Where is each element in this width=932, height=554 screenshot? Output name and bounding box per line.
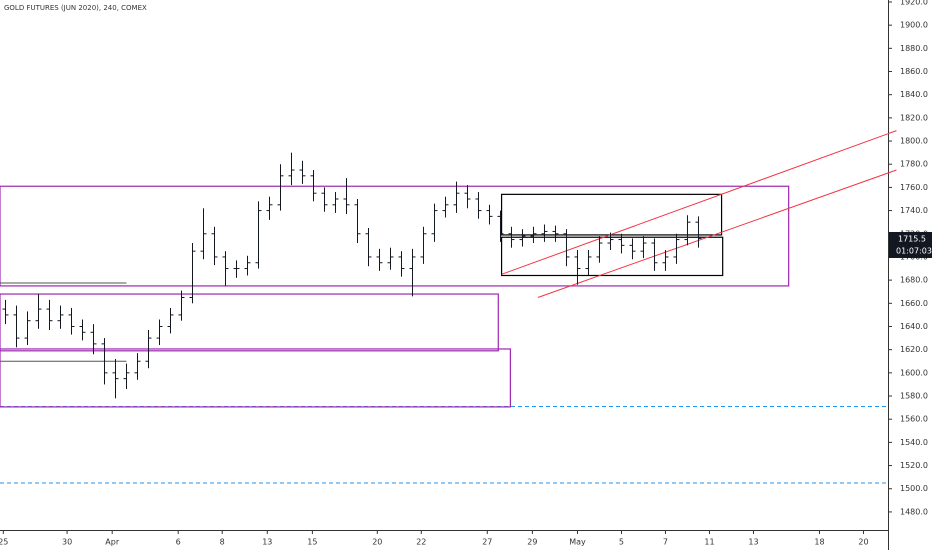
last-price-tag <box>889 231 932 258</box>
y-tick-label: 1600.0 <box>900 368 928 377</box>
chart-title: GOLD FUTURES (JUN 2020), 240, COMEX <box>4 4 147 12</box>
x-tick-label: 15 <box>307 538 317 547</box>
x-tick-label: 20 <box>858 538 868 547</box>
y-tick-label: 1500.0 <box>900 484 928 493</box>
zone-rectangle <box>500 193 723 236</box>
zone-rectangle <box>0 185 790 287</box>
x-tick-label: 18 <box>814 538 824 547</box>
y-tick-label: 1880.0 <box>900 44 928 53</box>
x-tick-label: 8 <box>220 538 225 547</box>
x-tick-label: 29 <box>527 538 537 547</box>
zone-rectangle <box>0 293 499 352</box>
x-tick-label: 20 <box>372 538 382 547</box>
y-tick-label: 1560.0 <box>900 415 928 424</box>
y-tick-label: 1740.0 <box>900 206 928 215</box>
x-tick-label: May <box>569 538 586 547</box>
y-tick-label: 1480.0 <box>900 507 928 516</box>
y-tick-label: 1520.0 <box>900 461 928 470</box>
y-tick-label: 1540.0 <box>900 438 928 447</box>
x-tick-label: 22 <box>416 538 426 547</box>
y-tick-label: 1620.0 <box>900 345 928 354</box>
x-tick-label: 13 <box>262 538 272 547</box>
x-tick-label: Apr <box>105 538 120 547</box>
y-tick-label: 1800.0 <box>900 137 928 146</box>
y-tick-label: 1820.0 <box>900 113 928 122</box>
y-tick-label: 1580.0 <box>900 392 928 401</box>
y-tick-label: 1660.0 <box>900 299 928 308</box>
zone-rectangle <box>0 348 511 408</box>
x-tick-label: 7 <box>663 538 668 547</box>
y-tick-label: 1900.0 <box>900 21 928 30</box>
y-tick-label: 1840.0 <box>900 90 928 99</box>
y-tick-label: 1680.0 <box>900 276 928 285</box>
y-tick-label: 1760.0 <box>900 183 928 192</box>
y-tick-label: 1640.0 <box>900 322 928 331</box>
trend-line <box>501 130 897 275</box>
x-tick-label: 25 <box>0 538 8 547</box>
x-tick-label: 11 <box>704 538 714 547</box>
y-tick-label: 1920.0 <box>900 0 928 6</box>
x-tick-label: 27 <box>482 538 492 547</box>
trend-line <box>537 169 897 298</box>
x-tick-label: 6 <box>176 538 181 547</box>
y-tick-label: 1860.0 <box>900 67 928 76</box>
zone-rectangle <box>500 236 724 277</box>
x-tick-label: 5 <box>619 538 624 547</box>
last-price-label: 1715.5 <box>898 234 926 243</box>
y-tick-label: 1780.0 <box>900 160 928 169</box>
x-tick-label: 13 <box>748 538 758 547</box>
x-tick-label: 30 <box>62 538 72 547</box>
countdown-label: 01:07:03 <box>896 246 932 255</box>
